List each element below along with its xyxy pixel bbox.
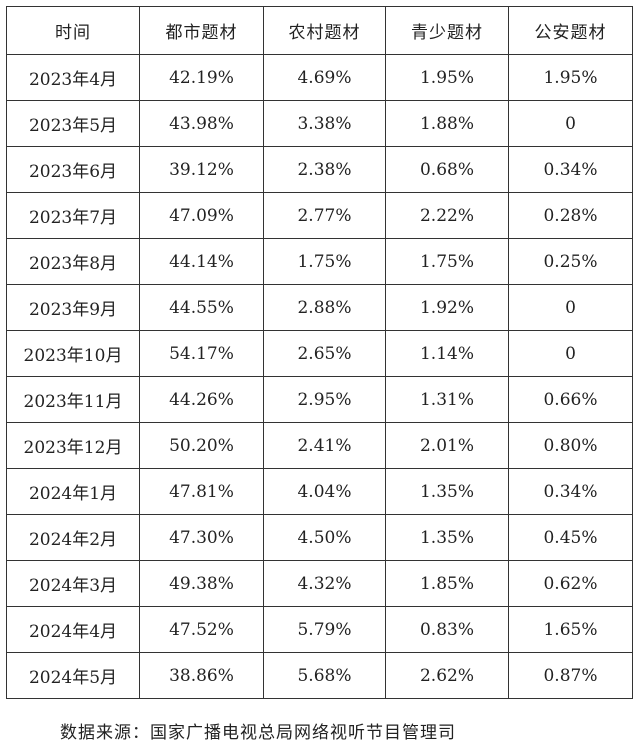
table-row: 2023年6月 39.12% 2.38% 0.68% 0.34%: [6, 146, 633, 193]
table-row: 2023年11月 44.26% 2.95% 1.31% 0.66%: [6, 376, 633, 423]
table-row: 2023年10月 54.17% 2.65% 1.14% 0: [6, 330, 633, 377]
cell-rural: 4.04%: [263, 468, 386, 515]
cell-rural: 2.38%: [263, 146, 386, 193]
cell-police: 1.95%: [508, 54, 633, 101]
header-rural: 农村题材: [263, 6, 386, 55]
cell-police: 0.25%: [508, 238, 633, 285]
table-row: 2024年3月 49.38% 4.32% 1.85% 0.62%: [6, 560, 633, 607]
cell-rural: 3.38%: [263, 100, 386, 147]
table-row: 2023年12月 50.20% 2.41% 2.01% 0.80%: [6, 422, 633, 469]
table-header: 时间 都市题材 农村题材 青少题材 公安题材: [6, 6, 633, 55]
cell-urban: 44.14%: [139, 238, 264, 285]
cell-urban: 43.98%: [139, 100, 264, 147]
header-youth: 青少题材: [385, 6, 509, 55]
table-row: 2023年8月 44.14% 1.75% 1.75% 0.25%: [6, 238, 633, 285]
cell-rural: 1.75%: [263, 238, 386, 285]
cell-youth: 1.31%: [385, 376, 509, 423]
cell-rural: 2.77%: [263, 192, 386, 239]
table-row: 2023年7月 47.09% 2.77% 2.22% 0.28%: [6, 192, 633, 239]
source-note: 数据来源：国家广播电视总局网络视听节目管理司: [60, 723, 456, 743]
cell-rural: 2.65%: [263, 330, 386, 377]
cell-police: 0: [508, 330, 633, 377]
table-body: 2023年4月 42.19% 4.69% 1.95% 1.95% 2023年5月 43.98…: [6, 54, 633, 699]
cell-rural: 4.32%: [263, 560, 386, 607]
cell-police: 0.62%: [508, 560, 633, 607]
cell-urban: 47.09%: [139, 192, 264, 239]
cell-police: 0: [508, 284, 633, 331]
cell-urban: 49.38%: [139, 560, 264, 607]
table-row: 2024年2月 47.30% 4.50% 1.35% 0.45%: [6, 514, 633, 561]
cell-time: 2023年11月: [6, 376, 140, 423]
cell-time: 2023年12月: [6, 422, 140, 469]
table-row: 2024年5月 38.86% 5.68% 2.62% 0.87%: [6, 652, 633, 699]
cell-police: 1.65%: [508, 606, 633, 653]
cell-police: 0.80%: [508, 422, 633, 469]
cell-police: 0: [508, 100, 633, 147]
header-urban: 都市题材: [139, 6, 264, 55]
cell-rural: 4.69%: [263, 54, 386, 101]
cell-youth: 1.75%: [385, 238, 509, 285]
cell-time: 2024年4月: [6, 606, 140, 653]
cell-youth: 2.01%: [385, 422, 509, 469]
cell-urban: 54.17%: [139, 330, 264, 377]
cell-youth: 1.85%: [385, 560, 509, 607]
cell-youth: 1.95%: [385, 54, 509, 101]
cell-youth: 2.62%: [385, 652, 509, 699]
cell-police: 0.66%: [508, 376, 633, 423]
cell-time: 2023年8月: [6, 238, 140, 285]
cell-urban: 44.26%: [139, 376, 264, 423]
cell-urban: 47.30%: [139, 514, 264, 561]
table-row: 2024年1月 47.81% 4.04% 1.35% 0.34%: [6, 468, 633, 515]
cell-youth: 1.92%: [385, 284, 509, 331]
cell-rural: 5.79%: [263, 606, 386, 653]
cell-time: 2023年6月: [6, 146, 140, 193]
cell-time: 2023年5月: [6, 100, 140, 147]
header-time: 时间: [6, 6, 140, 55]
cell-time: 2024年1月: [6, 468, 140, 515]
cell-urban: 39.12%: [139, 146, 264, 193]
table-row: 2023年9月 44.55% 2.88% 1.92% 0: [6, 284, 633, 331]
header-police: 公安题材: [508, 6, 633, 55]
cell-time: 2023年7月: [6, 192, 140, 239]
table-row: 2024年4月 47.52% 5.79% 0.83% 1.65%: [6, 606, 633, 653]
cell-youth: 1.88%: [385, 100, 509, 147]
data-table: 时间 都市题材 农村题材 青少题材 公安题材 2023年4月 42.19% 4.69…: [6, 6, 633, 699]
cell-youth: 0.83%: [385, 606, 509, 653]
cell-time: 2023年9月: [6, 284, 140, 331]
cell-time: 2023年10月: [6, 330, 140, 377]
cell-police: 0.34%: [508, 468, 633, 515]
cell-police: 0.28%: [508, 192, 633, 239]
cell-rural: 2.88%: [263, 284, 386, 331]
cell-time: 2024年5月: [6, 652, 140, 699]
cell-time: 2023年4月: [6, 54, 140, 101]
cell-rural: 4.50%: [263, 514, 386, 561]
table-row: 2023年5月 43.98% 3.38% 1.88% 0: [6, 100, 633, 147]
cell-urban: 50.20%: [139, 422, 264, 469]
cell-youth: 0.68%: [385, 146, 509, 193]
cell-youth: 1.14%: [385, 330, 509, 377]
cell-youth: 1.35%: [385, 468, 509, 515]
cell-rural: 2.41%: [263, 422, 386, 469]
cell-youth: 2.22%: [385, 192, 509, 239]
cell-rural: 2.95%: [263, 376, 386, 423]
cell-urban: 47.52%: [139, 606, 264, 653]
header-row: 时间 都市题材 农村题材 青少题材 公安题材: [6, 6, 633, 55]
cell-urban: 38.86%: [139, 652, 264, 699]
cell-urban: 47.81%: [139, 468, 264, 515]
cell-urban: 42.19%: [139, 54, 264, 101]
cell-police: 0.45%: [508, 514, 633, 561]
cell-youth: 1.35%: [385, 514, 509, 561]
cell-rural: 5.68%: [263, 652, 386, 699]
cell-police: 0.34%: [508, 146, 633, 193]
cell-urban: 44.55%: [139, 284, 264, 331]
cell-time: 2024年3月: [6, 560, 140, 607]
table-row: 2023年4月 42.19% 4.69% 1.95% 1.95%: [6, 54, 633, 101]
cell-time: 2024年2月: [6, 514, 140, 561]
cell-police: 0.87%: [508, 652, 633, 699]
